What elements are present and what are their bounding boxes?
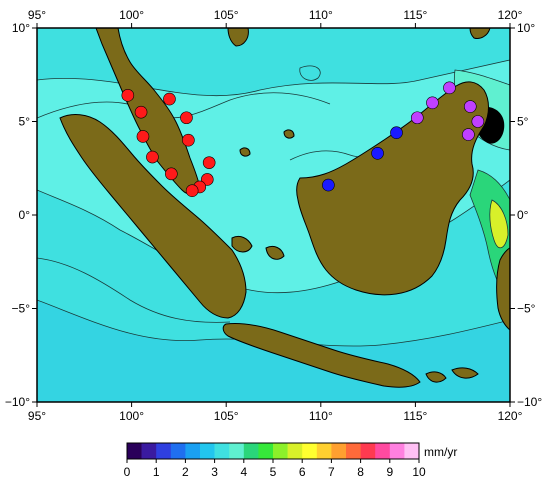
gps-station-red	[185, 184, 199, 197]
lat-label-right: −10°	[517, 395, 542, 409]
colorbar-tick-label: 9	[386, 465, 393, 479]
gps-station-red	[180, 111, 193, 125]
colorbar-swatch	[243, 443, 259, 459]
gps-station-red	[146, 150, 159, 164]
colorbar-swatch	[287, 443, 303, 459]
lon-label-bottom: 105°	[214, 409, 239, 423]
colorbar-swatch	[273, 443, 288, 459]
colorbar-ticks: 0 1 2 3 4 5 6 7 8 9 10	[124, 459, 426, 479]
gps-station-purple	[443, 81, 456, 95]
gps-station-red	[182, 133, 195, 147]
gps-station-red	[136, 130, 150, 143]
land-lesser-sunda	[425, 367, 479, 383]
lon-label-top: 95°	[28, 8, 46, 22]
colorbar-swatch	[346, 443, 361, 459]
colorbar-swatch	[185, 443, 201, 459]
colorbar-swatch	[302, 443, 318, 459]
lon-label-bottom: 120°	[498, 409, 523, 423]
gps-station-purple	[463, 100, 477, 113]
lat-label-right: 5°	[517, 115, 529, 129]
colorbar-swatch	[360, 443, 376, 459]
lat-label-left: 5°	[19, 115, 31, 129]
gps-station-red	[165, 167, 178, 181]
colorbar-tick-label: 8	[357, 465, 364, 479]
land-bangka	[231, 235, 253, 253]
sea-contour-line	[299, 65, 321, 81]
gps-station-purple	[426, 96, 439, 110]
colorbar-swatch	[200, 443, 215, 459]
lat-label-right: 10°	[517, 21, 535, 35]
colorbar-tick-label: 6	[299, 465, 306, 479]
lat-label-left: −10°	[5, 395, 30, 409]
gps-station-red	[121, 89, 135, 102]
land-sulawesi-edge	[496, 247, 510, 331]
lon-label-top: 100°	[119, 8, 144, 22]
gps-station-red	[134, 105, 148, 119]
lon-label-bottom: 100°	[119, 409, 144, 423]
gps-station-purple	[410, 111, 424, 125]
axis-ticks: 95° 95° 100° 100° 105° 105° 110° 110° 115° 115° 12…	[5, 8, 543, 423]
colorbar-swatch	[214, 443, 230, 459]
gps-station-red	[200, 173, 214, 186]
land-natuna	[239, 129, 295, 157]
lat-label-left: 0°	[19, 208, 31, 222]
gps-station-blue	[322, 178, 335, 192]
colorbar-swatch	[156, 443, 172, 459]
colorbar-tick-label: 1	[153, 465, 160, 479]
colorbar-tick-label: 3	[211, 465, 218, 479]
gps-station-blue	[390, 126, 403, 140]
lon-label-top: 105°	[214, 8, 239, 22]
colorbar-swatch	[389, 443, 405, 459]
colorbar-swatch	[258, 443, 274, 459]
land-borneo	[296, 81, 489, 296]
colorbar-tick-label: 5	[270, 465, 277, 479]
colorbar-swatch	[170, 443, 186, 459]
colorbar-swatch	[127, 443, 142, 459]
colorbar-tick-label: 4	[240, 465, 247, 479]
lon-label-bottom: 110°	[309, 409, 333, 423]
sea-gradient-east-core	[489, 199, 509, 249]
lon-label-top: 120°	[498, 8, 523, 22]
colorbar-swatches	[127, 443, 420, 459]
colorbar-tick-label: 7	[328, 465, 335, 479]
land-java	[222, 323, 421, 388]
land-sumatra	[59, 114, 247, 319]
map-area	[37, 28, 510, 402]
lat-label-right: −5°	[517, 302, 536, 316]
gps-station-purple	[471, 115, 485, 128]
lon-label-top: 110°	[309, 8, 333, 22]
colorbar-unit-label: mm/yr	[424, 445, 457, 459]
gps-station-red	[163, 92, 176, 106]
land-north-islands	[227, 28, 491, 47]
gps-station-blue	[371, 146, 384, 160]
colorbar-tick-label: 2	[182, 465, 189, 479]
sea-contour-line	[37, 257, 231, 323]
land-belitung	[265, 245, 285, 260]
colorbar-tick-label: 0	[124, 465, 131, 479]
lon-label-bottom: 95°	[28, 409, 46, 423]
lon-label-top: 115°	[403, 8, 427, 22]
lon-label-bottom: 115°	[403, 409, 427, 423]
colorbar: 0 1 2 3 4 5 6 7 8 9 10 mm/yr	[124, 442, 457, 479]
colorbar-swatch	[404, 443, 420, 459]
gps-station-purple	[462, 128, 475, 141]
colorbar-swatch	[229, 443, 245, 459]
colorbar-swatch	[316, 443, 332, 459]
lat-label-left: −5°	[12, 302, 31, 316]
station-markers	[121, 81, 485, 197]
lat-label-right: 0°	[517, 208, 529, 222]
lat-label-left: 10°	[12, 21, 30, 35]
colorbar-tick-label: 10	[412, 465, 426, 479]
colorbar-swatch	[331, 443, 347, 459]
colorbar-swatch	[141, 443, 157, 459]
colorbar-swatch	[375, 443, 391, 459]
gps-station-red	[202, 156, 216, 169]
